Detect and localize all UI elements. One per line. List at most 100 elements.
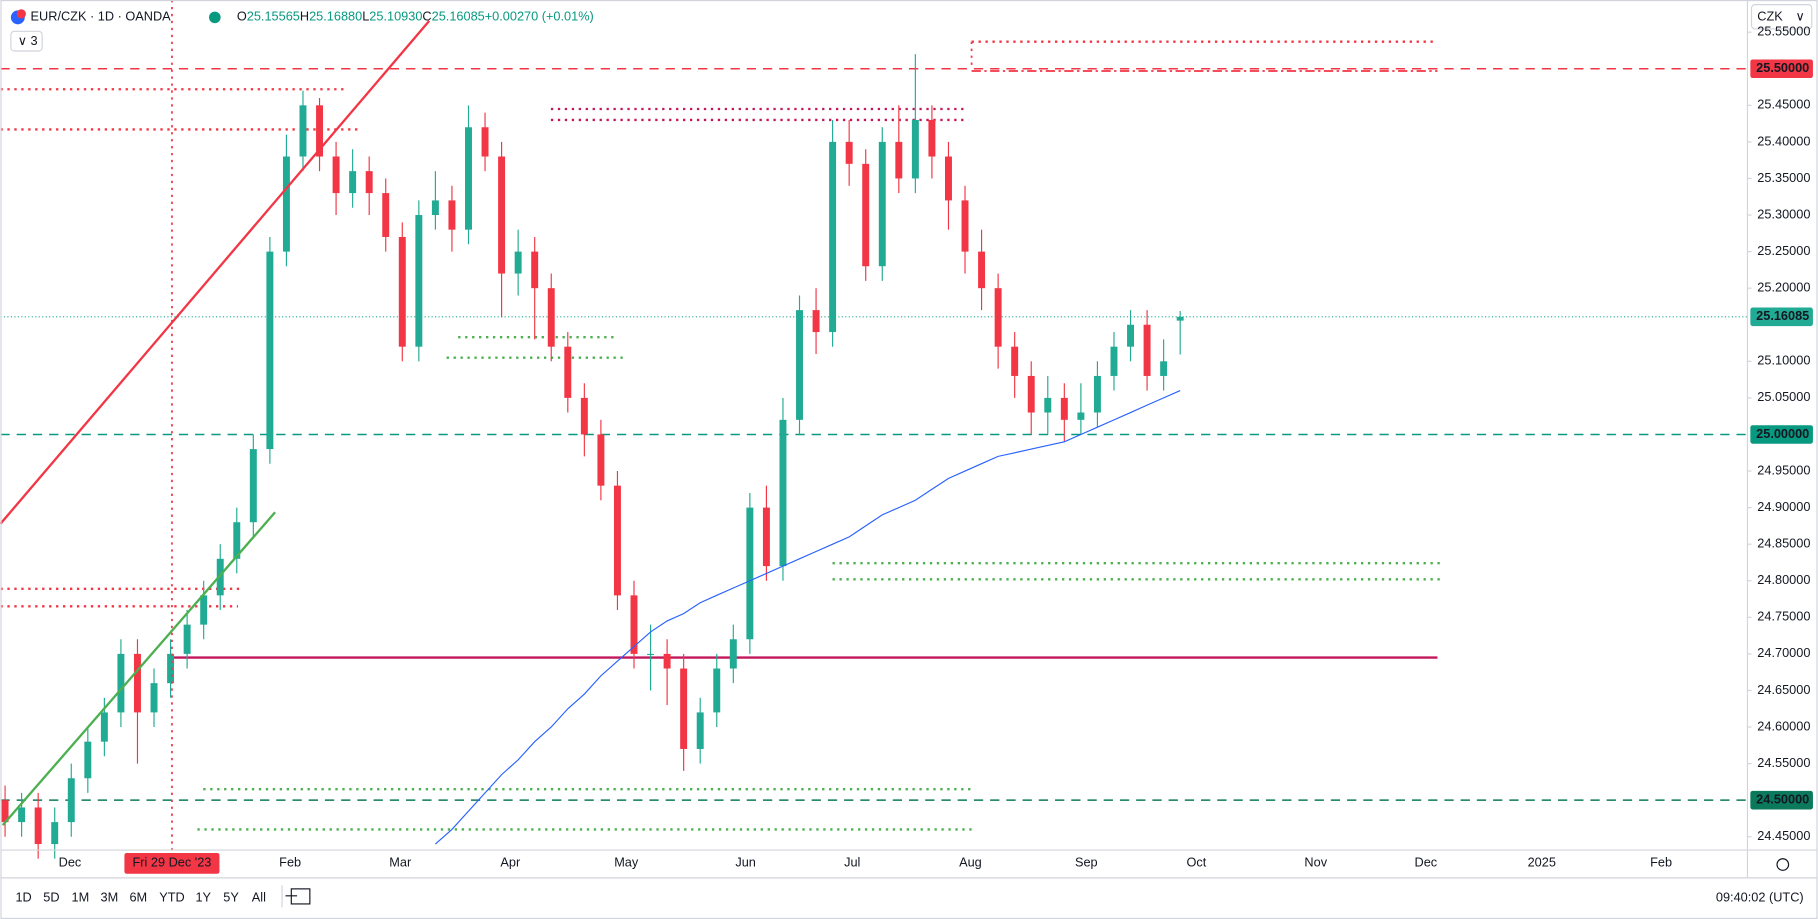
candle-body — [663, 653, 671, 669]
candle-body — [895, 141, 903, 179]
range-button[interactable]: 5Y — [223, 889, 239, 904]
range-button[interactable]: 1M — [72, 889, 90, 904]
candle-body — [531, 251, 539, 289]
x-tick-label: Apr — [500, 855, 521, 870]
candle-body — [1127, 324, 1135, 347]
level-label-bg — [1750, 790, 1813, 810]
candle-body — [944, 156, 952, 201]
range-button[interactable]: All — [252, 889, 266, 904]
x-tick-label: Oct — [1186, 855, 1206, 870]
candle-body — [796, 310, 803, 420]
candle-body — [216, 558, 224, 596]
symbol-icon — [16, 9, 26, 19]
candle-body — [150, 683, 158, 713]
range-button[interactable]: 6M — [129, 889, 147, 904]
ohlc-letter: L — [362, 9, 369, 24]
y-tick-label: 24.90000 — [1757, 499, 1810, 514]
candle-body — [994, 288, 1002, 347]
y-tick-label: 25.20000 — [1757, 280, 1810, 295]
indicator-count: 3 — [31, 33, 38, 48]
candle-body — [1011, 346, 1019, 376]
candle-body — [1176, 316, 1184, 321]
level-label-bg — [1750, 425, 1813, 444]
x-tick-label: Feb — [1650, 855, 1672, 870]
symbol-title[interactable]: EUR/CZK · 1D · OANDA — [31, 9, 172, 24]
candle-body — [762, 507, 770, 567]
x-tick-label: Sep — [1075, 855, 1098, 870]
candle-body — [812, 310, 820, 333]
y-tick-label: 24.85000 — [1757, 536, 1810, 551]
candle-body — [299, 105, 307, 157]
crosshair-label: Fri 29 Dec '23 — [133, 855, 212, 870]
ohlc-value: 25.10930 — [369, 9, 422, 24]
clock: 09:40:02 (UTC) — [1716, 889, 1804, 904]
settings-icon[interactable] — [1776, 858, 1790, 871]
y-tick-label: 25.55000 — [1757, 24, 1810, 39]
crosshair-label-bg — [124, 852, 220, 874]
trendline[interactable] — [0, 20, 431, 525]
currency-chevron: ∨ — [1796, 9, 1805, 24]
candle-body — [680, 668, 688, 749]
currency-select[interactable] — [1750, 4, 1813, 30]
candle-body — [431, 200, 439, 216]
y-tick-label: 25.30000 — [1757, 206, 1810, 221]
candle-body — [249, 449, 257, 523]
level-label: 25.00000 — [1756, 426, 1809, 441]
candle-body — [514, 251, 522, 274]
range-button[interactable]: 5D — [43, 889, 59, 904]
candle-body — [167, 653, 175, 684]
range-button[interactable]: 1D — [15, 889, 31, 904]
candle-body — [1077, 412, 1085, 420]
candle-body — [1160, 361, 1168, 376]
level-label-bg — [1750, 307, 1813, 327]
candle-body — [630, 595, 638, 654]
candle-body — [415, 215, 423, 347]
candle-body — [779, 419, 787, 567]
y-tick-label: 24.55000 — [1757, 755, 1810, 770]
candle-body — [746, 507, 754, 640]
y-tick-label: 25.35000 — [1757, 170, 1810, 185]
candle-body — [878, 141, 886, 267]
candle-body — [398, 236, 406, 347]
range-button[interactable]: YTD — [159, 889, 184, 904]
candle-body — [862, 163, 870, 267]
change: +0.00270 (+0.01%) — [485, 9, 594, 24]
status-dot — [209, 11, 221, 24]
candle-body — [597, 434, 605, 486]
candle-body — [1027, 375, 1035, 413]
x-tick-label: May — [614, 855, 639, 870]
candle-body — [316, 105, 324, 157]
candle-body — [829, 141, 837, 333]
x-tick-label: Dec — [59, 855, 82, 870]
level-label: 25.16085 — [1756, 308, 1809, 323]
indicator-toggle[interactable] — [10, 30, 43, 52]
ohlc-value: 25.16880 — [309, 9, 362, 24]
x-tick-label: Dec — [1415, 855, 1438, 870]
candle-body — [1, 800, 9, 823]
y-tick-label: 25.25000 — [1757, 243, 1810, 258]
candle-body — [1110, 346, 1118, 376]
y-tick-label: 25.10000 — [1757, 353, 1810, 368]
plot-area — [0, 40, 1747, 859]
candle-body — [696, 712, 704, 749]
x-tick-label: Mar — [389, 855, 412, 870]
y-tick-label: 25.40000 — [1757, 133, 1810, 148]
range-button[interactable]: 1Y — [195, 889, 211, 904]
candle-body — [481, 127, 489, 157]
y-tick-label: 25.45000 — [1757, 97, 1810, 112]
y-tick-label: 24.95000 — [1757, 462, 1810, 477]
range-button[interactable]: 3M — [101, 889, 119, 904]
toolbar: 1D 5D 1M 3M 6M YTD 1Y 5Y All — [15, 889, 265, 904]
candle-body — [233, 522, 241, 559]
candle-body — [1143, 324, 1151, 376]
candle-body — [564, 346, 572, 398]
candle-body — [34, 807, 42, 845]
candle-body — [713, 668, 721, 713]
candle-body — [200, 595, 208, 625]
x-tick-label: Jul — [844, 855, 860, 870]
x-tick-label: 2025 — [1528, 855, 1556, 870]
x-tick-label: Aug — [959, 855, 982, 870]
trendline[interactable] — [1, 511, 276, 826]
candle-body — [1093, 375, 1101, 413]
